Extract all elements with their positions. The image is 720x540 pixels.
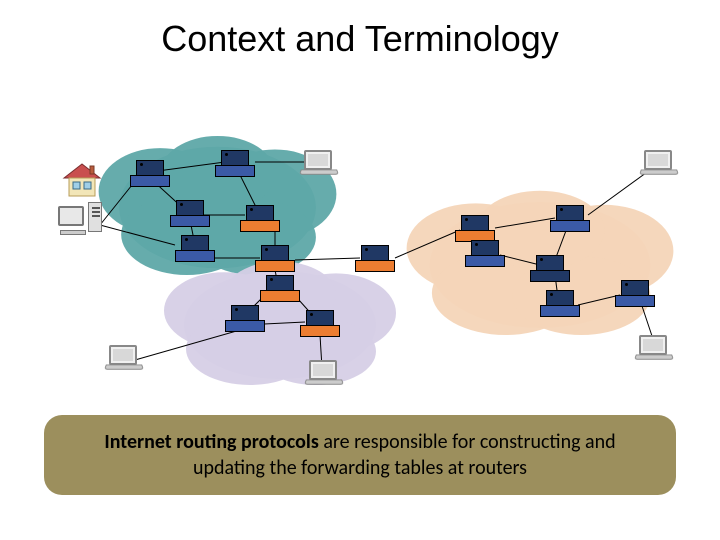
- caption-bold: Internet routing protocols: [104, 430, 318, 454]
- laptop-icon: [305, 360, 343, 390]
- router-node: [240, 205, 280, 233]
- router-node: [225, 305, 265, 333]
- desktop-icon: [58, 200, 108, 240]
- caption-text: Internet routing protocols are responsib…: [74, 429, 646, 481]
- laptop-icon: [640, 150, 678, 180]
- nodes-layer: [0, 110, 720, 410]
- house-icon: [60, 160, 104, 200]
- router-node: [455, 215, 495, 243]
- router-node: [615, 280, 655, 308]
- network-diagram: [0, 110, 720, 410]
- router-node: [260, 275, 300, 303]
- router-node: [540, 290, 580, 318]
- router-node: [170, 200, 210, 228]
- router-node: [355, 245, 395, 273]
- router-node: [550, 205, 590, 233]
- laptop-icon: [635, 335, 673, 365]
- laptop-icon: [300, 150, 338, 180]
- router-node: [215, 150, 255, 178]
- router-node: [130, 160, 170, 188]
- slide-title: Context and Terminology: [0, 18, 720, 60]
- laptop-icon: [105, 345, 143, 375]
- router-node: [465, 240, 505, 268]
- router-node: [255, 245, 295, 273]
- router-node: [530, 255, 570, 283]
- router-node: [300, 310, 340, 338]
- caption-box: Internet routing protocols are responsib…: [44, 415, 676, 495]
- router-node: [175, 235, 215, 263]
